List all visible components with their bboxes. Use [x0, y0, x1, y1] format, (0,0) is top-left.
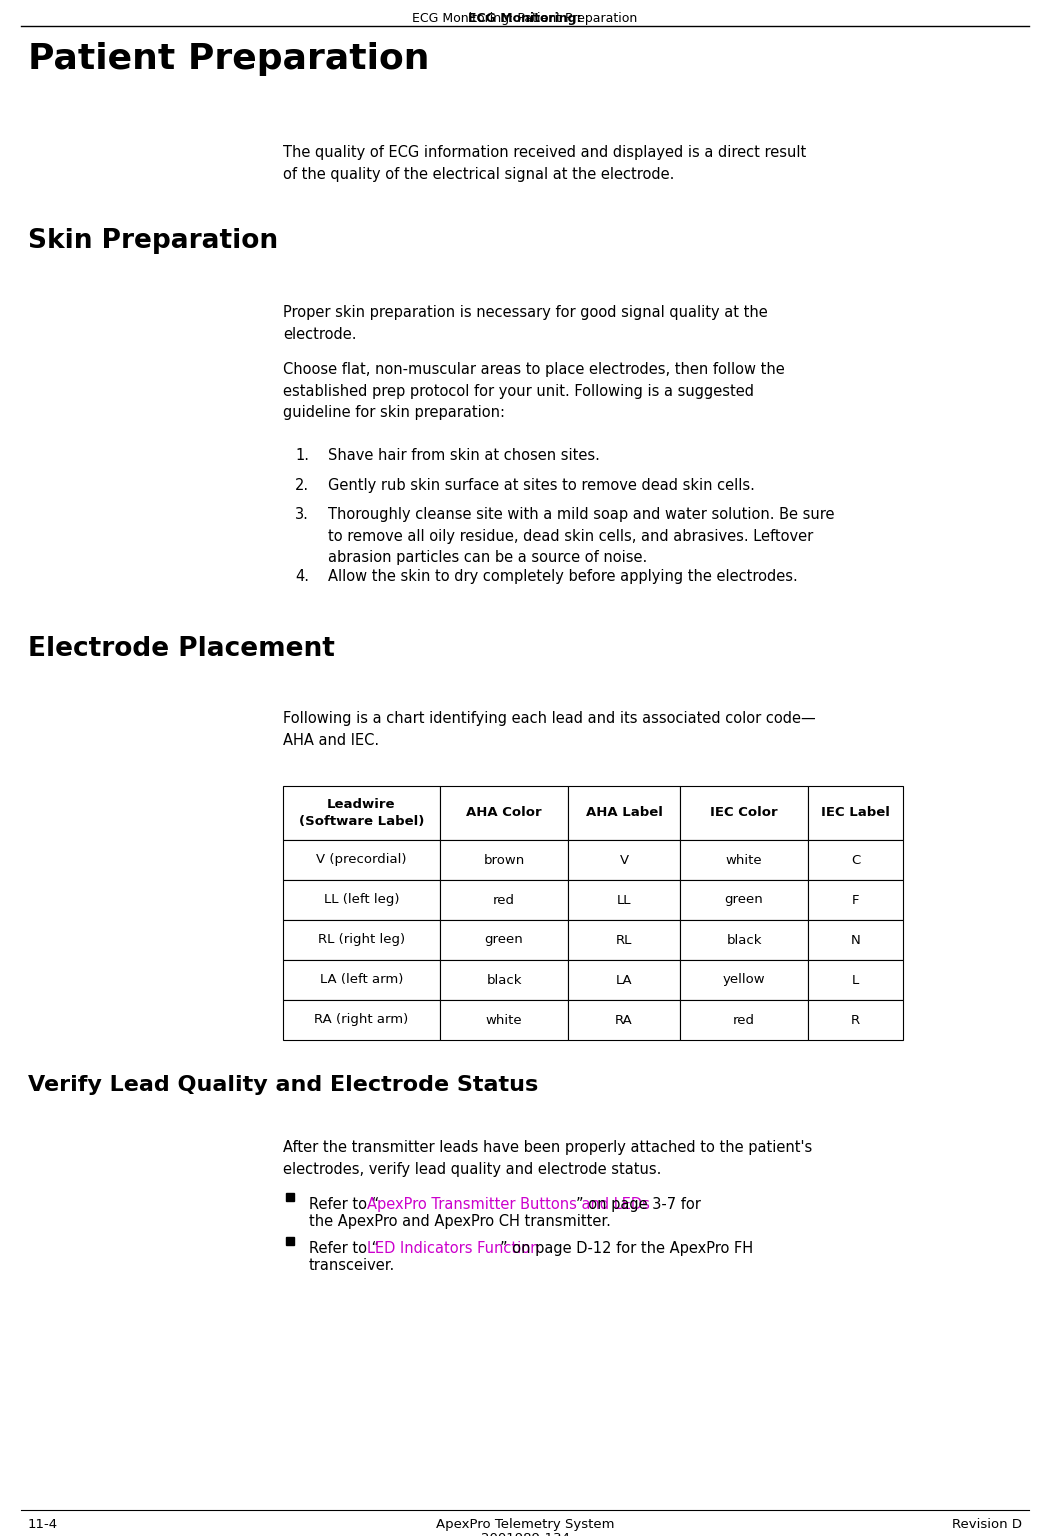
- Bar: [568, 1000, 680, 1040]
- Text: ECG Monitoring: Patient Preparation: ECG Monitoring: Patient Preparation: [413, 12, 637, 25]
- Text: Revision D: Revision D: [952, 1518, 1022, 1531]
- Text: L: L: [852, 974, 859, 986]
- Bar: [284, 880, 440, 920]
- Text: Choose flat, non-muscular areas to place electrodes, then follow the
established: Choose flat, non-muscular areas to place…: [284, 362, 784, 421]
- Bar: [808, 880, 903, 920]
- Text: yellow: yellow: [722, 974, 765, 986]
- Text: ApexPro Telemetry System: ApexPro Telemetry System: [436, 1518, 614, 1531]
- Bar: [440, 920, 568, 960]
- Text: Electrode Placement: Electrode Placement: [28, 636, 335, 662]
- Text: LA (left arm): LA (left arm): [320, 974, 403, 986]
- Text: ” on page 3-7 for: ” on page 3-7 for: [575, 1197, 700, 1212]
- Bar: [286, 1193, 294, 1201]
- Text: LL (left leg): LL (left leg): [323, 894, 399, 906]
- Text: ApexPro Transmitter Buttons and LEDs: ApexPro Transmitter Buttons and LEDs: [368, 1197, 650, 1212]
- Text: white: white: [726, 854, 762, 866]
- Bar: [680, 786, 808, 840]
- Text: After the transmitter leads have been properly attached to the patient's
electro: After the transmitter leads have been pr…: [284, 1140, 813, 1177]
- Bar: [808, 960, 903, 1000]
- Text: white: white: [486, 1014, 522, 1026]
- Text: Gently rub skin surface at sites to remove dead skin cells.: Gently rub skin surface at sites to remo…: [328, 478, 755, 493]
- Text: The quality of ECG information received and displayed is a direct result
of the : The quality of ECG information received …: [284, 144, 806, 181]
- Text: green: green: [724, 894, 763, 906]
- Text: V (precordial): V (precordial): [316, 854, 406, 866]
- Text: AHA Color: AHA Color: [466, 806, 542, 820]
- Text: 2.: 2.: [295, 478, 309, 493]
- Text: Proper skin preparation is necessary for good signal quality at the
electrode.: Proper skin preparation is necessary for…: [284, 306, 768, 341]
- Bar: [568, 880, 680, 920]
- Bar: [440, 880, 568, 920]
- Text: Skin Preparation: Skin Preparation: [28, 227, 278, 253]
- Bar: [440, 960, 568, 1000]
- Text: Thoroughly cleanse site with a mild soap and water solution. Be sure
to remove a: Thoroughly cleanse site with a mild soap…: [328, 507, 835, 565]
- Bar: [808, 786, 903, 840]
- Text: RA (right arm): RA (right arm): [314, 1014, 408, 1026]
- Bar: [680, 1000, 808, 1040]
- Text: AHA Label: AHA Label: [586, 806, 663, 820]
- Text: RL: RL: [615, 934, 632, 946]
- Text: ECG Monitoring:: ECG Monitoring:: [468, 12, 582, 25]
- Text: 3.: 3.: [295, 507, 309, 522]
- Bar: [284, 960, 440, 1000]
- Bar: [284, 786, 440, 840]
- Bar: [568, 786, 680, 840]
- Text: Leadwire
(Software Label): Leadwire (Software Label): [299, 799, 424, 828]
- Text: Refer to “: Refer to “: [309, 1197, 379, 1212]
- Text: brown: brown: [483, 854, 525, 866]
- Text: C: C: [850, 854, 860, 866]
- Bar: [568, 840, 680, 880]
- Text: Refer to “: Refer to “: [309, 1241, 379, 1256]
- Text: 11-4: 11-4: [28, 1518, 58, 1531]
- Bar: [440, 1000, 568, 1040]
- Text: Following is a chart identifying each lead and its associated color code—
AHA an: Following is a chart identifying each le…: [284, 711, 816, 748]
- Text: N: N: [850, 934, 860, 946]
- Bar: [440, 840, 568, 880]
- Text: IEC Label: IEC Label: [821, 806, 890, 820]
- Text: black: black: [486, 974, 522, 986]
- Text: 4.: 4.: [295, 568, 309, 584]
- Text: Verify Lead Quality and Electrode Status: Verify Lead Quality and Electrode Status: [28, 1075, 539, 1095]
- Text: Patient Preparation: Patient Preparation: [28, 41, 429, 75]
- Bar: [808, 840, 903, 880]
- Bar: [808, 1000, 903, 1040]
- Text: Shave hair from skin at chosen sites.: Shave hair from skin at chosen sites.: [328, 449, 600, 462]
- Bar: [440, 786, 568, 840]
- Bar: [284, 920, 440, 960]
- Bar: [680, 840, 808, 880]
- Text: green: green: [485, 934, 523, 946]
- Text: LA: LA: [615, 974, 632, 986]
- Text: RA: RA: [615, 1014, 633, 1026]
- Text: R: R: [850, 1014, 860, 1026]
- Text: LED Indicators Function: LED Indicators Function: [368, 1241, 540, 1256]
- Bar: [284, 1000, 440, 1040]
- Text: 1.: 1.: [295, 449, 309, 462]
- Bar: [808, 920, 903, 960]
- Text: black: black: [727, 934, 761, 946]
- Bar: [680, 880, 808, 920]
- Text: red: red: [733, 1014, 755, 1026]
- Text: red: red: [494, 894, 514, 906]
- Text: the ApexPro and ApexPro CH transmitter.: the ApexPro and ApexPro CH transmitter.: [309, 1213, 611, 1229]
- Bar: [568, 960, 680, 1000]
- Text: LL: LL: [616, 894, 631, 906]
- Bar: [680, 920, 808, 960]
- Bar: [284, 840, 440, 880]
- Text: V: V: [620, 854, 629, 866]
- Text: RL (right leg): RL (right leg): [318, 934, 405, 946]
- Bar: [568, 920, 680, 960]
- Text: IEC Color: IEC Color: [710, 806, 778, 820]
- Bar: [286, 1236, 294, 1246]
- Text: 2001989-134: 2001989-134: [481, 1531, 569, 1536]
- Text: Allow the skin to dry completely before applying the electrodes.: Allow the skin to dry completely before …: [328, 568, 798, 584]
- Bar: [680, 960, 808, 1000]
- Text: ” on page D-12 for the ApexPro FH: ” on page D-12 for the ApexPro FH: [501, 1241, 754, 1256]
- Text: transceiver.: transceiver.: [309, 1258, 395, 1273]
- Text: F: F: [852, 894, 859, 906]
